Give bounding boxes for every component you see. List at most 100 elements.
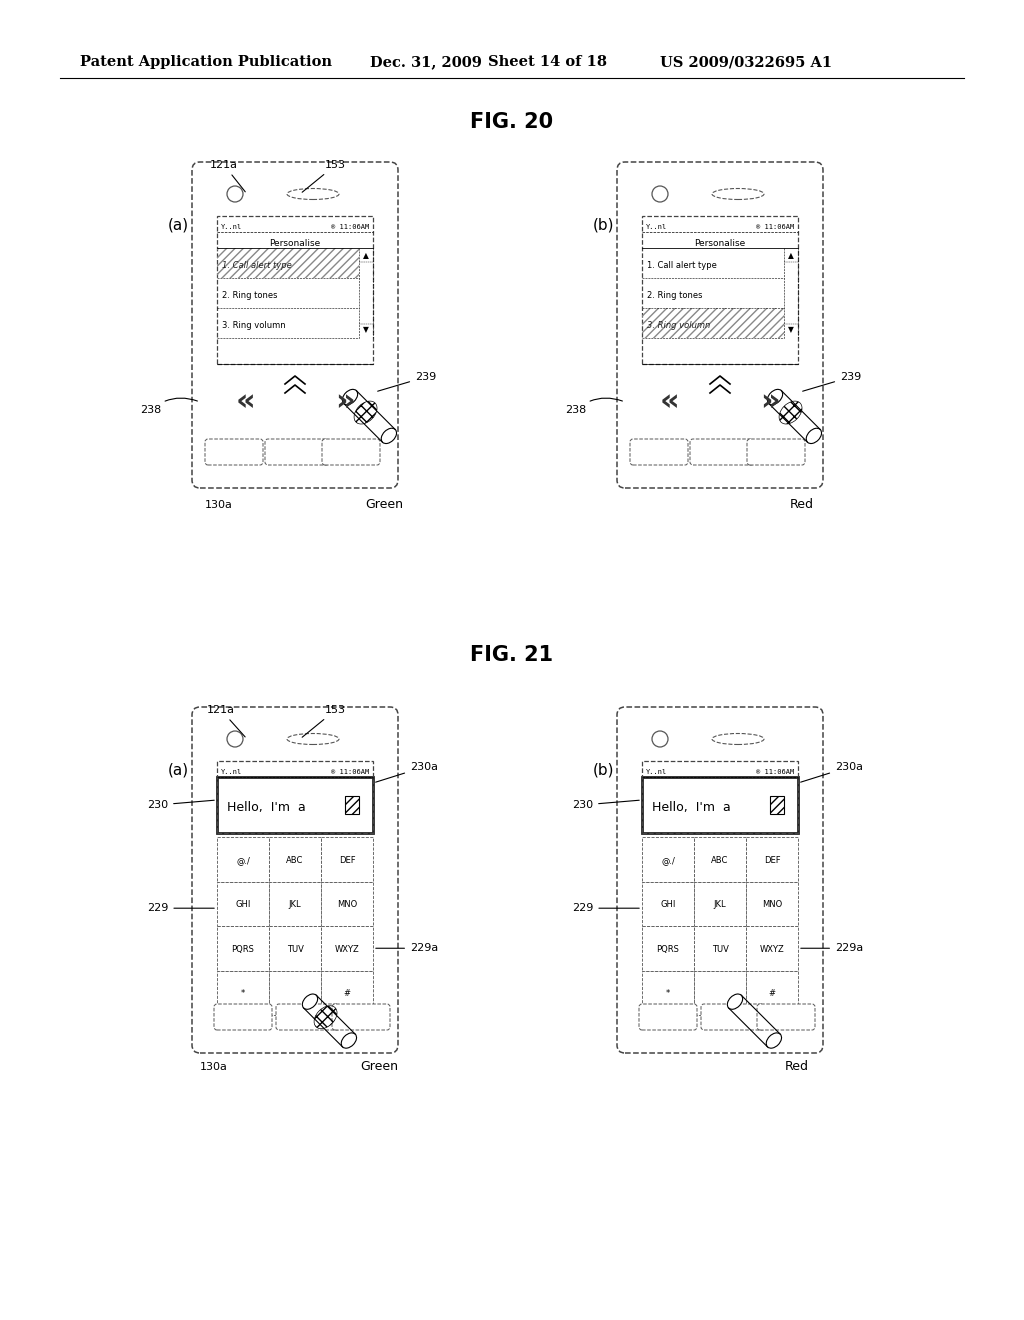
Text: 230: 230 <box>147 800 214 810</box>
Bar <box>642 882 694 927</box>
Text: 229: 229 <box>572 903 639 913</box>
Ellipse shape <box>302 994 317 1010</box>
Text: #: # <box>768 989 775 998</box>
Text: ▼: ▼ <box>788 326 794 334</box>
FancyBboxPatch shape <box>639 1005 697 1030</box>
Ellipse shape <box>806 428 821 444</box>
Text: Personalise: Personalise <box>694 239 745 248</box>
Text: ABC: ABC <box>712 855 729 865</box>
Text: 239: 239 <box>803 372 861 391</box>
Text: JKL: JKL <box>714 900 726 909</box>
Bar <box>217 216 373 364</box>
Text: WXYZ: WXYZ <box>335 945 359 954</box>
Text: 121a: 121a <box>207 705 245 737</box>
Text: FIG. 21: FIG. 21 <box>470 645 554 665</box>
Text: 239: 239 <box>378 372 436 391</box>
Text: 1. Call alert type: 1. Call alert type <box>647 260 717 269</box>
Text: «: « <box>660 388 680 417</box>
Text: GHI: GHI <box>660 900 676 909</box>
Text: ® 11:06AM: ® 11:06AM <box>331 770 369 775</box>
Text: 3. Ring volumn: 3. Ring volumn <box>647 321 711 330</box>
Text: FIG. 20: FIG. 20 <box>470 112 554 132</box>
Bar <box>642 216 798 364</box>
Bar <box>269 837 321 882</box>
Text: Green: Green <box>360 1060 398 1073</box>
Text: 229: 229 <box>147 903 214 913</box>
Bar <box>642 308 784 338</box>
Text: Y..nl: Y..nl <box>646 770 668 775</box>
FancyBboxPatch shape <box>332 1005 390 1030</box>
Bar <box>269 927 321 970</box>
FancyBboxPatch shape <box>214 1005 272 1030</box>
Bar <box>642 762 798 833</box>
Text: US 2009/0322695 A1: US 2009/0322695 A1 <box>660 55 833 69</box>
Text: (a): (a) <box>168 763 189 777</box>
Text: DEF: DEF <box>764 855 780 865</box>
Text: ▲: ▲ <box>364 252 369 260</box>
Ellipse shape <box>381 428 396 444</box>
FancyBboxPatch shape <box>690 440 754 465</box>
Bar <box>321 882 373 927</box>
FancyBboxPatch shape <box>757 1005 815 1030</box>
Text: DEF: DEF <box>339 855 355 865</box>
Bar <box>269 970 321 1015</box>
Ellipse shape <box>287 734 339 744</box>
Bar <box>770 796 784 814</box>
Text: MNO: MNO <box>762 900 782 909</box>
FancyBboxPatch shape <box>205 440 263 465</box>
Ellipse shape <box>287 189 339 199</box>
Text: 2. Ring tones: 2. Ring tones <box>222 290 278 300</box>
Bar <box>345 796 359 814</box>
Ellipse shape <box>712 734 764 744</box>
Bar <box>217 927 269 970</box>
Text: Hello,  I'm  a: Hello, I'm a <box>652 801 731 814</box>
Text: JKL: JKL <box>289 900 301 909</box>
Text: 130a: 130a <box>205 500 232 510</box>
Text: ▼: ▼ <box>364 326 369 334</box>
Text: WXYZ: WXYZ <box>760 945 784 954</box>
Text: *: * <box>666 989 670 998</box>
FancyBboxPatch shape <box>617 162 823 488</box>
Text: 2. Ring tones: 2. Ring tones <box>647 290 702 300</box>
Bar <box>321 970 373 1015</box>
FancyBboxPatch shape <box>617 708 823 1053</box>
Text: 230a: 230a <box>801 762 863 783</box>
Bar <box>694 882 746 927</box>
Ellipse shape <box>727 994 742 1010</box>
Ellipse shape <box>767 389 782 405</box>
Bar <box>642 970 694 1015</box>
Text: PQRS: PQRS <box>656 945 680 954</box>
FancyBboxPatch shape <box>276 1005 340 1030</box>
Bar <box>269 882 321 927</box>
Text: 153: 153 <box>302 160 346 193</box>
FancyBboxPatch shape <box>630 440 688 465</box>
Bar <box>217 777 373 833</box>
Text: Red: Red <box>790 499 814 511</box>
FancyBboxPatch shape <box>193 162 398 488</box>
Bar <box>746 882 798 927</box>
Bar <box>642 837 694 882</box>
Text: «: « <box>236 388 255 417</box>
Bar <box>217 248 359 279</box>
Text: 230a: 230a <box>376 762 438 783</box>
Text: »: » <box>760 388 780 417</box>
Text: #: # <box>343 989 350 998</box>
FancyBboxPatch shape <box>746 440 805 465</box>
Bar <box>642 927 694 970</box>
Text: 1. Call alert type: 1. Call alert type <box>222 260 292 269</box>
Text: 230: 230 <box>572 800 639 810</box>
Bar <box>642 777 798 833</box>
Bar <box>321 837 373 882</box>
Text: (b): (b) <box>593 763 614 777</box>
Ellipse shape <box>341 1032 356 1048</box>
FancyBboxPatch shape <box>265 440 329 465</box>
Text: PQRS: PQRS <box>231 945 254 954</box>
Text: Green: Green <box>365 499 403 511</box>
Text: »: » <box>335 388 355 417</box>
Bar <box>694 837 746 882</box>
Text: Y..nl: Y..nl <box>646 224 668 230</box>
Text: ® 11:06AM: ® 11:06AM <box>756 224 794 230</box>
Text: Patent Application Publication: Patent Application Publication <box>80 55 332 69</box>
FancyBboxPatch shape <box>701 1005 765 1030</box>
Text: Y..nl: Y..nl <box>221 770 243 775</box>
